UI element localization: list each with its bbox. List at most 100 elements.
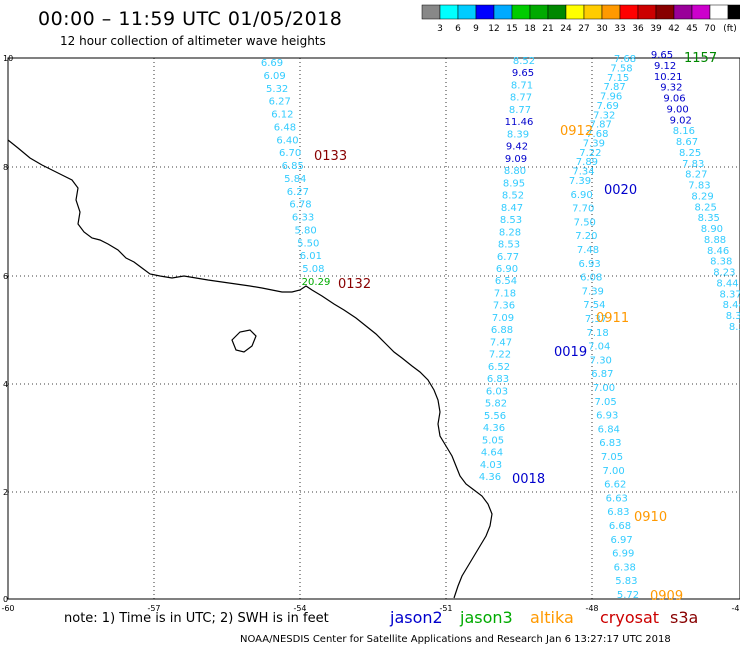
wave-height-label: 6.70 xyxy=(279,148,301,159)
wave-height-label: 8.16 xyxy=(673,126,695,137)
wave-height-label: 9.32 xyxy=(660,83,682,94)
wave-height-label: 20.29 xyxy=(302,277,331,288)
wave-height-label: 7.37 xyxy=(585,314,607,325)
wave-height-label: 4.64 xyxy=(481,448,503,459)
wave-height-label: 7.15 xyxy=(607,73,629,84)
time-label: 0133 xyxy=(314,149,347,164)
wave-height-label: 8.53 xyxy=(500,215,522,226)
wave-height-label: 6.99 xyxy=(612,549,634,560)
wave-height-label: 7.68 xyxy=(614,54,636,65)
wave-height-label: 6.40 xyxy=(276,135,298,146)
wave-height-label: 6.77 xyxy=(497,252,519,263)
time-label: 0019 xyxy=(554,345,587,360)
wave-height-label: 6.83 xyxy=(607,507,629,518)
wave-height-label: 6.54 xyxy=(495,276,517,287)
wave-height-label: 8.35 xyxy=(698,213,720,224)
wave-height-label: 6.09 xyxy=(263,71,285,82)
colorbar-label: 12 xyxy=(488,24,499,34)
wave-height-label: 9.65 xyxy=(651,50,673,61)
colorbar-swatch xyxy=(583,4,603,20)
wave-height-label: 8.95 xyxy=(503,178,525,189)
wave-height-label: 6.83 xyxy=(487,374,509,385)
wave-height-label: 8.52 xyxy=(502,191,524,202)
colorbar-swatch xyxy=(421,4,441,20)
wave-height-label: 7.00 xyxy=(602,466,624,477)
colorbar-swatch xyxy=(547,4,567,20)
x-tick-label: -57 xyxy=(147,604,160,613)
wave-height-label: 8.38 xyxy=(729,322,740,333)
wave-height-label: 7.18 xyxy=(494,288,516,299)
wave-height-label: 8.77 xyxy=(510,93,532,104)
x-tick-label: -51 xyxy=(439,604,452,613)
y-tick-label: 0 xyxy=(3,595,8,604)
wave-height-label: 8.25 xyxy=(679,148,701,159)
time-label: 0132 xyxy=(338,277,371,292)
wave-height-label: 8.47 xyxy=(501,203,523,214)
wave-height-label: 8.67 xyxy=(676,137,698,148)
wave-height-label: 6.69 xyxy=(261,58,283,69)
wave-height-label: 8.44 xyxy=(723,300,740,311)
y-tick-label: 2 xyxy=(3,488,8,497)
wave-height-label: 9.09 xyxy=(505,154,527,165)
wave-height-label: 5.84 xyxy=(284,174,306,185)
colorbar-swatch xyxy=(457,4,477,20)
wave-height-label: 7.18 xyxy=(586,328,608,339)
wave-height-label: 8.30 xyxy=(726,311,740,322)
wave-height-label: 5.50 xyxy=(297,238,319,249)
wave-height-label: 8.53 xyxy=(498,240,520,251)
colorbar-swatch xyxy=(529,4,549,20)
wave-height-label: 6.68 xyxy=(609,521,631,532)
time-labels: 0133 0132 0912 0911 0910 0909 0020 0019 0018 1157 xyxy=(314,51,717,604)
wave-height-label: 6.33 xyxy=(292,213,314,224)
wave-height-label: 8.38 xyxy=(710,257,732,268)
island xyxy=(231,329,257,353)
colorbar-label: 33 xyxy=(614,24,625,34)
time-label: 0912 xyxy=(560,124,593,139)
x-tick-label: -54 xyxy=(293,604,306,613)
colorbar-label: 42 xyxy=(668,24,679,34)
wave-height-label: 7.48 xyxy=(577,245,599,256)
wave-height-label: 4.03 xyxy=(480,460,502,471)
wave-height-label: 9.42 xyxy=(506,142,528,153)
wave-height-label: 4.36 xyxy=(479,472,501,483)
colorbar-swatch xyxy=(709,4,729,20)
wave-height-label: 6.90 xyxy=(570,190,592,201)
wave-height-label: 8.29 xyxy=(691,191,713,202)
time-label: 0018 xyxy=(512,472,545,487)
wave-height-label: 7.58 xyxy=(610,63,632,74)
x-tick-label: -45 xyxy=(731,604,740,613)
wave-height-label: 8.28 xyxy=(499,227,521,238)
satellite-legend-item: s3a xyxy=(670,608,699,627)
colorbar-label: 36 xyxy=(632,24,644,34)
colorbar-label: 18 xyxy=(524,24,536,34)
wave-height-label: 7.87 xyxy=(590,120,612,131)
coastline xyxy=(7,139,493,599)
x-tick-label: -60 xyxy=(1,604,14,613)
colorbar: 3 6 9 12 15 18 21 24 27 30 33 36 39 42 45 70 (ft) xyxy=(421,4,740,34)
colorbar-label: 30 xyxy=(596,24,608,34)
wave-height-label: 7.34 xyxy=(572,167,594,178)
wave-height-label: 5.56 xyxy=(484,411,506,422)
wave-height-label: 7.47 xyxy=(490,337,512,348)
wave-height-label: 7.05 xyxy=(601,452,623,463)
colorbar-swatch xyxy=(475,4,495,20)
wave-height-label: 7.39 xyxy=(583,138,605,149)
wave-height-label: 8.44 xyxy=(716,278,738,289)
wave-height-label: 5.08 xyxy=(302,264,324,275)
colorbar-label: 27 xyxy=(578,24,589,34)
wave-height-label: 5.05 xyxy=(482,435,504,446)
x-tick-label: -48 xyxy=(585,604,598,613)
wave-height-label: 9.00 xyxy=(666,104,688,115)
grid-lines: -60 -57 -54 -51 -48 -45 10 8 6 4 2 0 xyxy=(1,54,740,613)
wave-height-label: 7.09 xyxy=(492,313,514,324)
colorbar-label: 6 xyxy=(455,24,461,34)
wave-height-label: 7.22 xyxy=(489,350,511,361)
wave-height-label: 8.27 xyxy=(685,170,707,181)
wave-height-label: 8.25 xyxy=(695,202,717,213)
wave-height-label: 8.80 xyxy=(504,166,526,177)
map-frame xyxy=(7,57,740,600)
time-label: 1157 xyxy=(684,51,717,66)
credit-line: NOAA/NESDIS Center for Satellite Applica… xyxy=(240,634,671,645)
wave-height-label: 7.04 xyxy=(588,342,610,353)
